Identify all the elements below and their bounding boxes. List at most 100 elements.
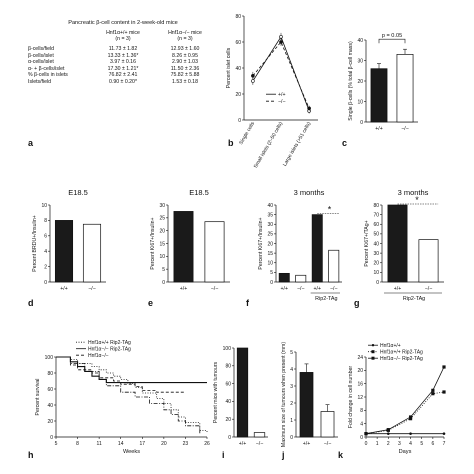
y-tick-label-e: 15 [159,241,165,247]
x-tick-label-j: +/+ [303,441,311,447]
table-cell: % β-cells in islets [28,72,68,79]
y-tick-label-f: 15 [267,251,273,257]
data-point-k [364,432,368,436]
y-tick-label-g: 50 [373,232,379,238]
legend-label-h: Hnf1α+/+ Rip2-TAg [88,340,131,346]
panel-letter-d: d [28,298,34,308]
y-tick-label-d: 0 [44,280,47,286]
x-tick-label-h: 17 [140,441,146,447]
bar-g [418,239,439,283]
data-point-b [279,34,283,39]
y-axis-label-d: Percent BRDU+/Insulin+ [32,215,38,272]
y-tick-label-j: 3 [290,384,293,390]
series-line-b [252,41,310,109]
series-line-h [56,356,208,433]
table-row: α- + β-cells/islet 17.30 ± 1.21* 11.50 ± 2… [28,66,218,73]
y-tick-label-i: 100 [223,346,232,352]
table-col2-head: Hnf1α−/− mice [168,29,202,36]
legend-label-k: Hnf1α−/− Rip2-TAg [380,356,423,362]
bar-c [370,68,388,123]
y-tick-label-h: 80 [47,371,53,377]
series-line-k [365,391,445,435]
bar-d [82,223,102,283]
x-tick-label-k: 2 [387,441,390,447]
x-tick-label-e: +/+ [180,286,188,292]
group-label-g: Rip2-TAg [403,296,425,302]
y-tick-label-i: 80 [225,364,231,370]
x-tick-label-d: −/− [88,286,96,292]
x-tick-label-i: +/+ [239,441,247,447]
chart-title-d: E18.5 [68,188,88,197]
data-point-k [431,392,435,396]
bar-d [54,220,74,283]
table-row: % β-cells in islets 76.82 ± 2.41 75.82 ± 5… [28,72,218,79]
data-point-b [279,40,283,44]
y-tick-label-j: 0 [290,435,293,441]
legend-label-k: Hnf1α+/+ Rip2-TAg [380,350,423,356]
chart-title-g: 3 months [398,188,429,197]
data-point-k [442,365,446,369]
y-tick-label-g: 80 [373,203,379,209]
y-tick-label-k: 8 [360,408,363,414]
y-tick-label-i: 40 [225,399,231,405]
significance-star-g: * [415,195,419,205]
table-cell: 13.33 ± 1.36* [107,52,139,59]
y-tick-label-i: 0 [228,435,231,441]
legend-label-k: Hnf1α+/+ [380,343,401,349]
y-tick-label-e: 10 [159,254,165,260]
data-point-b [251,79,255,83]
bar-f [278,272,290,283]
table-cell: 0.90 ± 0.20* [109,78,137,85]
panel-letter-i: i [222,450,225,460]
table-cell: 12.93 ± 1.60 [170,46,200,53]
data-point-b [251,74,255,78]
x-tick-label-g: +/+ [394,286,402,292]
bar-f [328,249,340,283]
x-tick-label-h: 8 [76,441,79,447]
table-cell: 2.90 ± 1.03 [172,59,198,66]
y-tick-label-g: 0 [376,280,379,286]
y-tick-label-k: 24 [357,355,363,361]
y-tick-label-d: 6 [44,234,47,240]
x-tick-label-k: 3 [398,441,401,447]
group-label-f: Rip2-TAg [315,296,337,302]
y-axis-label-f: Percent Ki67+/Insulin+ [258,217,264,269]
y-tick-label-k: 4 [360,421,363,427]
y-tick-label-k: 16 [357,381,363,387]
table-title: Pancreatic β-cell content in 2-week-old … [68,20,178,26]
legend-marker-k [371,350,375,354]
bar-c [396,53,414,123]
x-tick-label-h: 20 [161,441,167,447]
y-axis-label-c: Single β-cells (% total β-cell mass) [348,41,354,121]
series-line-k [365,366,445,435]
x-tick-label-k: 6 [431,441,434,447]
table-cell: 1.53 ± 0.18 [172,78,198,85]
y-tick-label-b: 40 [235,66,241,72]
panel-letter-h: h [28,450,34,460]
bar-i [253,432,266,438]
table-cell: α- + β-cells/islet [28,65,65,72]
y-tick-label-c: 0 [360,120,363,126]
y-tick-label-c: 40 [357,38,363,44]
table-header: Hnf1α+/+ mice (n = 3) Hnf1α−/− mice (n = 3… [28,30,218,42]
panel-letter-j: j [282,450,285,460]
y-tick-label-k: 0 [360,435,363,441]
panel-letter-k: k [338,450,344,460]
x-tick-label-b: Small islets (2–50 cells) [253,121,285,170]
y-tick-label-e: 0 [162,280,165,286]
table-cell: 76.82 ± 2.41 [108,72,138,79]
table-cell: 75.82 ± 5.88 [170,72,200,79]
x-tick-label-e: −/− [211,286,219,292]
x-tick-label-k: 7 [443,441,446,447]
y-axis-label-h: Percent survival [35,379,41,416]
table-row: α-cells/islet 3.97 ± 0.16 2.90 ± 1.03 [28,59,218,66]
bar-f [311,214,323,283]
y-tick-label-d: 8 [44,218,47,224]
p-value-label-c: p = 0.05 [382,33,402,39]
y-tick-label-g: 60 [373,222,379,228]
y-axis-label-i: Percent mice with tumours [213,362,219,424]
y-tick-label-e: 5 [162,267,165,273]
y-tick-label-k: 12 [357,395,363,401]
y-axis-label-g: Percent Ki67+/TAg+ [364,220,370,266]
y-tick-label-k: 20 [357,368,363,374]
